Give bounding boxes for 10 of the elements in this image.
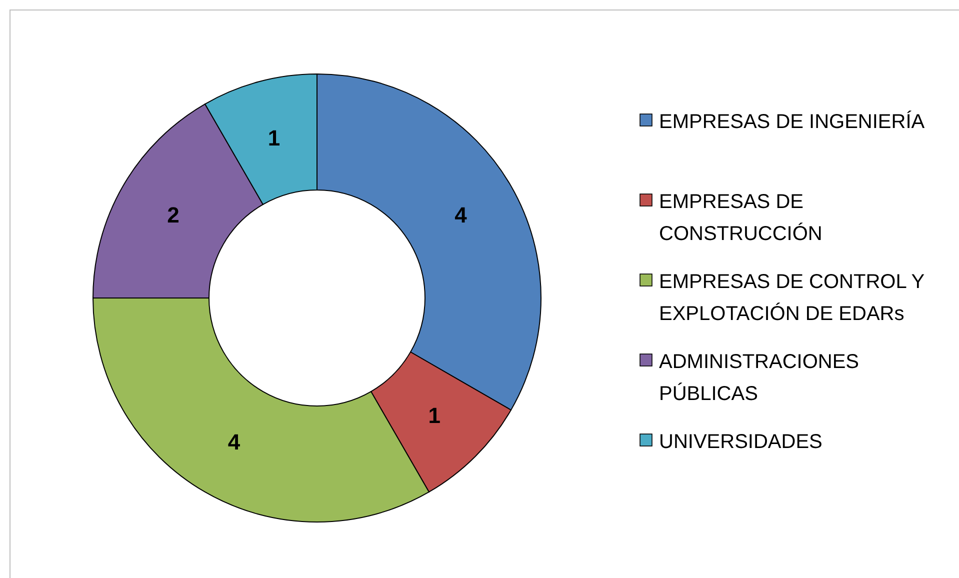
data-label: 4 — [228, 429, 241, 454]
data-label: 1 — [268, 125, 280, 150]
legend-label: EMPRESAS DE INGENIERÍA — [659, 110, 926, 133]
legend-label: EMPRESAS DE CONSTRUCCIÓN — [659, 191, 822, 245]
legend-label: UNIVERSIDADES — [659, 431, 822, 453]
data-label: 1 — [428, 403, 441, 428]
legend-label: EMPRESAS DE CONTROL Y EXPLOTACIÓN DE EDARs — [659, 271, 925, 325]
data-label: 4 — [454, 202, 468, 228]
data-label: 2 — [167, 202, 180, 228]
legend-label: ADMINISTRACIONES PÚBLICAS — [659, 351, 860, 405]
